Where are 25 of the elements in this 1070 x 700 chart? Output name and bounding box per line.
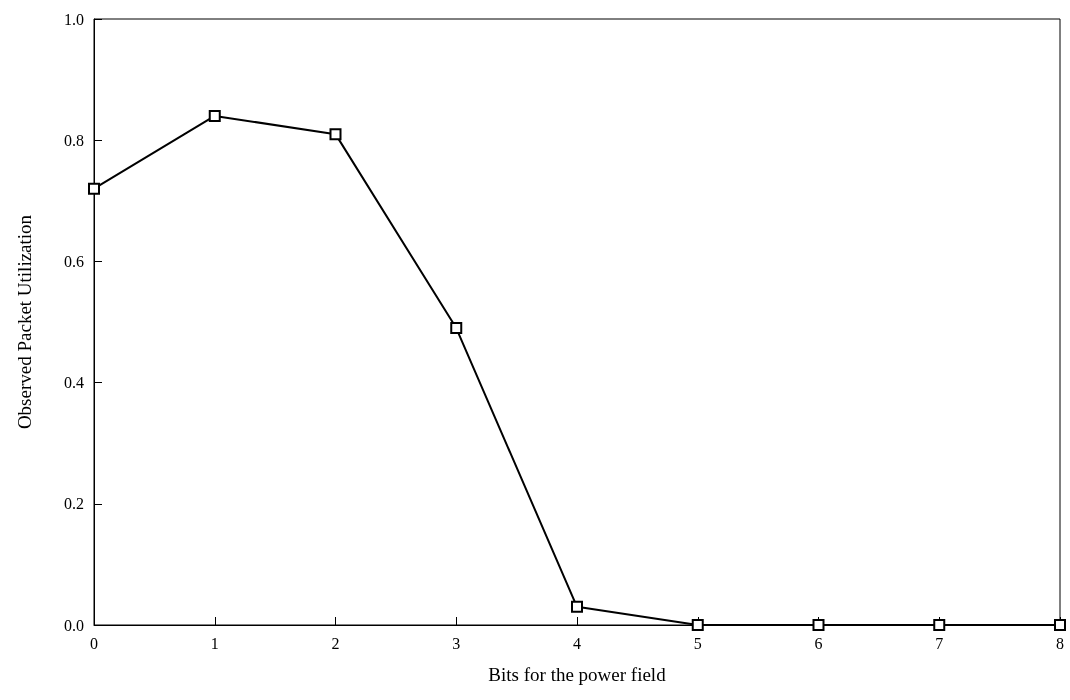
point: [812, 619, 825, 631]
y-tick-label: 1.0: [64, 10, 84, 28]
y-tick-label: 0.0: [64, 616, 84, 634]
y-tick-label: 0.6: [64, 252, 84, 270]
x-tick-label: 3: [452, 634, 461, 652]
x-tick-label: 7: [935, 634, 944, 652]
point: [691, 619, 704, 631]
x-tick-label: 0: [90, 634, 98, 652]
y-tick-label: 0.4: [64, 374, 84, 392]
x-tick-label: 4: [573, 634, 581, 652]
y-tick-label: 0.8: [64, 131, 84, 149]
x-tick-label: 6: [814, 634, 823, 652]
point: [933, 619, 946, 631]
point: [329, 128, 342, 141]
y-tick-label: 0.2: [64, 495, 84, 513]
x-tick-label: 5: [693, 634, 702, 652]
x-tick-label: 2: [331, 634, 340, 652]
x-axis-title: Bits for the power field: [488, 664, 667, 685]
point: [571, 600, 583, 613]
point: [450, 322, 463, 335]
x-tick-label: 8: [1056, 634, 1064, 652]
y-axis-title: Observed Packet Utilization: [14, 214, 35, 430]
x-tick-label: 1: [210, 634, 219, 652]
point: [208, 109, 221, 122]
point: [88, 182, 100, 195]
